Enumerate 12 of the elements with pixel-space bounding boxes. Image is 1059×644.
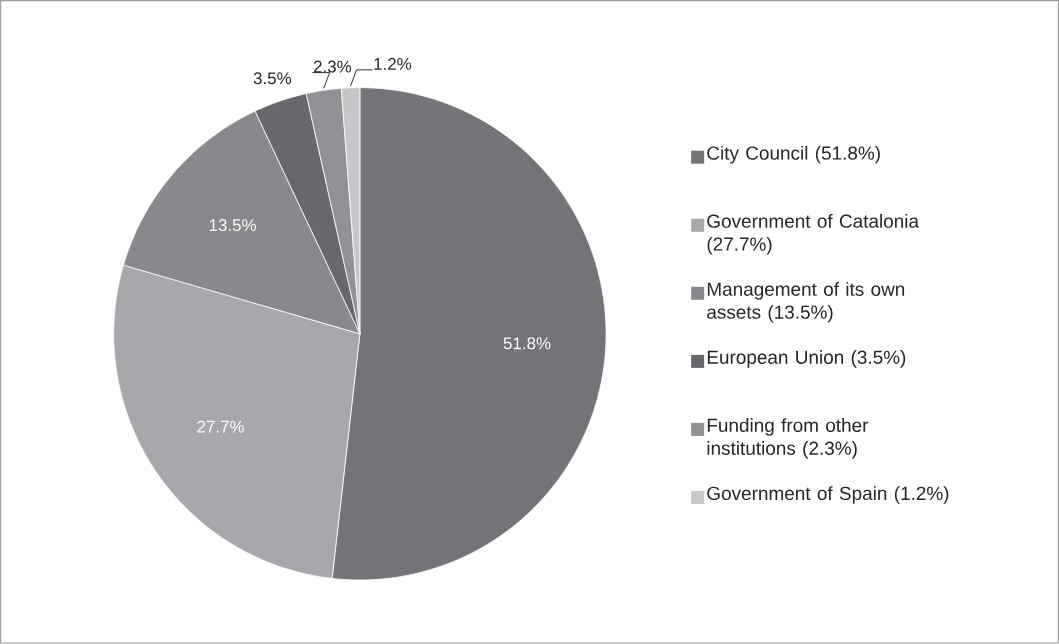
legend-label: Funding from other institutions (2.3%) <box>707 418 869 459</box>
legend-label: City Council (51.8%) <box>707 146 880 164</box>
data-label: 3.5% <box>253 72 292 85</box>
data-label: 27.7% <box>197 420 244 433</box>
data-label: 1.2% <box>374 58 412 70</box>
legend-label: European Union (3.5%) <box>707 350 906 368</box>
data-label: 2.3% <box>313 60 352 73</box>
legend-label: Government of Catalonia (27.7%) <box>707 214 919 255</box>
data-label: 51.8% <box>503 337 551 350</box>
legend-label: Government of Spain (1.2%) <box>707 486 949 504</box>
legend-label: Management of its own assets (13.5%) <box>707 282 905 323</box>
data-label: 13.5% <box>209 219 256 232</box>
